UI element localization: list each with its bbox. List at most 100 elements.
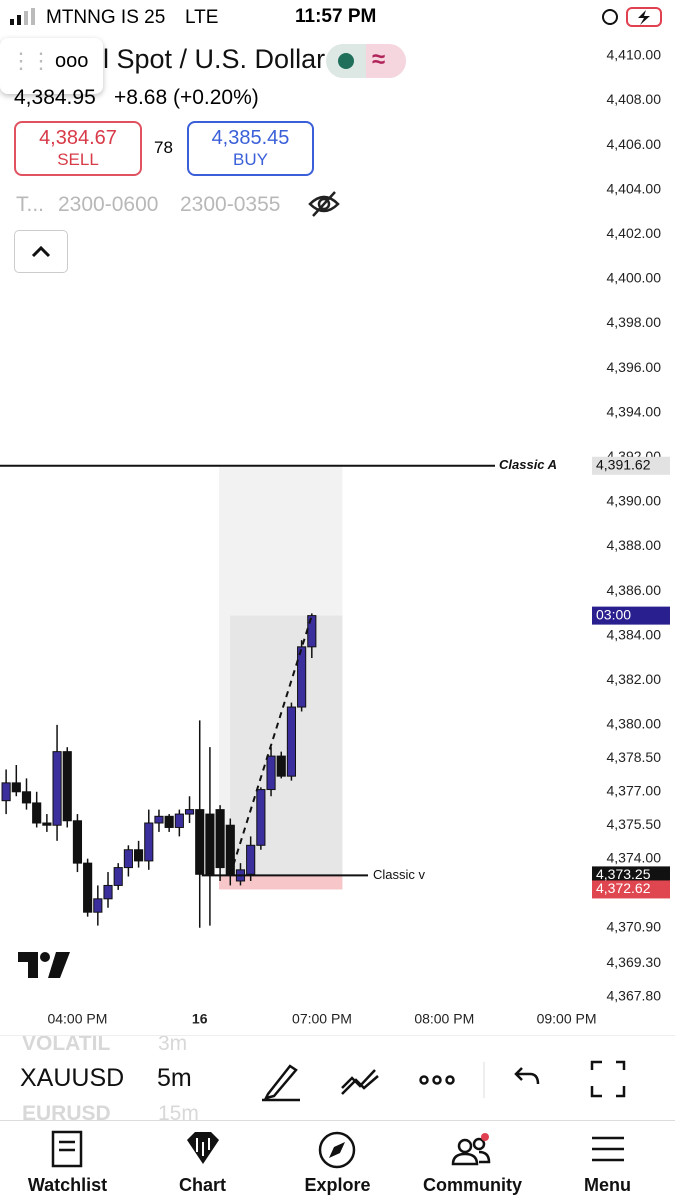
sell-label: SELL — [57, 150, 99, 169]
y-tick-label: 4,390.00 — [607, 493, 662, 509]
symbol-option[interactable]: EURUSD — [22, 1102, 111, 1122]
candle-body — [72, 820, 83, 864]
nav-watchlist[interactable]: Watchlist — [0, 1122, 135, 1200]
candle-body — [164, 815, 174, 828]
candle-body — [266, 755, 276, 791]
nav-community[interactable]: Community — [405, 1122, 540, 1200]
carrier: MTNNG IS 25 — [46, 7, 166, 28]
candle-body — [195, 809, 205, 875]
buy-price: 4,385.45 — [211, 127, 290, 149]
session: 2300-0600 — [58, 193, 159, 216]
candle-body — [123, 849, 133, 869]
y-tick-label: 4,386.00 — [607, 582, 662, 598]
price-tag — [592, 606, 670, 625]
y-tick-label: 4,370.90 — [607, 919, 662, 935]
nav-label: Community — [423, 1175, 522, 1195]
y-tick-label: 4,380.00 — [607, 716, 662, 732]
candle-body — [1, 782, 11, 802]
buy-button[interactable]: 4,385.45 BUY — [187, 121, 314, 176]
tab-bar — [0, 1120, 675, 1201]
x-tick-label: 09:00 PM — [537, 1011, 597, 1027]
interval-option[interactable]: 15m — [158, 1102, 199, 1122]
price-tag — [592, 880, 670, 899]
x-tick-label: 08:00 PM — [414, 1011, 474, 1027]
network: LTE — [185, 7, 219, 28]
battery-icon — [602, 7, 662, 27]
nav-label: Explore — [304, 1175, 371, 1195]
y-tick-label: 4,402.00 — [607, 225, 662, 241]
candle-body — [83, 862, 93, 913]
session: 2300-0355 — [180, 193, 281, 216]
session: T... — [16, 193, 45, 216]
candle-body — [307, 615, 317, 648]
nav-label: Menu — [584, 1175, 631, 1195]
y-tick-label: 4,378.50 — [607, 749, 662, 765]
y-tick-label: 4,388.00 — [607, 537, 662, 553]
price-tag-label: 4,391.62 — [596, 456, 651, 472]
line-label: Classic A — [499, 457, 557, 472]
y-tick-label: 4,369.30 — [607, 954, 662, 970]
price-change: +8.68 (+0.20%) — [114, 86, 259, 109]
market-status[interactable]: ≈ — [326, 44, 406, 78]
candle-body — [215, 809, 225, 869]
interval-option[interactable]: 3m — [158, 1035, 188, 1055]
y-tick-label: 4,410.00 — [607, 47, 662, 63]
candle-body — [113, 867, 123, 886]
candle-body — [256, 789, 266, 846]
candle-body — [103, 884, 113, 900]
y-tick-label: 4,375.50 — [607, 816, 662, 832]
candle-body — [246, 844, 256, 875]
y-tick-label: 4,367.80 — [607, 988, 662, 1004]
nav-label: Watchlist — [27, 1175, 108, 1195]
y-tick-label: 4,400.00 — [607, 270, 662, 286]
symbol-title: l Spot / U.S. Dollar — [103, 44, 326, 74]
clock: 11:57 PM — [295, 6, 377, 27]
nav-menu[interactable]: Menu — [540, 1122, 675, 1200]
symbol-select[interactable]: XAUUSD — [20, 1064, 125, 1092]
candle-body — [11, 782, 21, 793]
candle-body — [62, 751, 72, 822]
candle-body — [134, 849, 144, 862]
chart: 4,410.00 4,408.00 4,406.00 4,404.00 4,402.00… — [0, 47, 670, 1027]
sell-button[interactable]: 4,384.67 SELL — [14, 121, 142, 176]
y-tick-label: 4,396.00 — [607, 359, 662, 375]
symbol-menu[interactable]: ⋮⋮ ooo — [0, 38, 103, 94]
y-tick-label: 4,377.00 — [607, 782, 662, 798]
candle-body — [52, 751, 62, 826]
candle-body — [93, 898, 103, 913]
stop-zone — [219, 875, 343, 890]
x-tick-label: 16 — [192, 1011, 208, 1027]
sell-price: 4,384.67 — [39, 127, 117, 149]
candle-body — [154, 815, 164, 824]
y-tick-label: 4,404.00 — [607, 180, 662, 196]
symbol-option[interactable]: VOLATIL — [22, 1035, 111, 1055]
candle-body — [286, 706, 297, 777]
y-tick-label: 4,374.00 — [607, 849, 662, 865]
tv-logo — [18, 952, 70, 978]
candle-body — [32, 802, 42, 824]
buy-label: BUY — [233, 150, 268, 169]
hide-icon[interactable] — [307, 190, 341, 218]
y-tick-label: 4,384.00 — [607, 626, 662, 642]
last-price: 4,384.95 — [14, 86, 96, 109]
y-tick-label: 4,408.00 — [607, 91, 662, 107]
price-tag-label: 03:00 — [596, 606, 631, 622]
price-tag — [592, 866, 670, 885]
collapse-button[interactable] — [14, 230, 68, 273]
candle-body — [144, 822, 154, 862]
candle-body — [42, 822, 52, 826]
toolbar: VOLATIL 3m XAUUSD 5m EURUSD 15m — [0, 1035, 675, 1122]
nav-label: Chart — [178, 1175, 226, 1195]
candle-body — [184, 809, 195, 815]
y-tick-label: 4,398.00 — [607, 314, 662, 330]
entry-label: Classic v — [373, 867, 426, 882]
y-tick-label: 4,382.00 — [607, 671, 662, 687]
candle-body — [205, 813, 215, 875]
x-tick-label: 04:00 PM — [47, 1011, 107, 1027]
nav-explore[interactable]: Explore — [270, 1122, 405, 1200]
interval-select[interactable]: 5m — [157, 1064, 192, 1092]
candle-body — [225, 824, 235, 875]
drawing-tools[interactable] — [260, 1058, 640, 1102]
nav-chart[interactable]: Chart — [135, 1122, 270, 1200]
